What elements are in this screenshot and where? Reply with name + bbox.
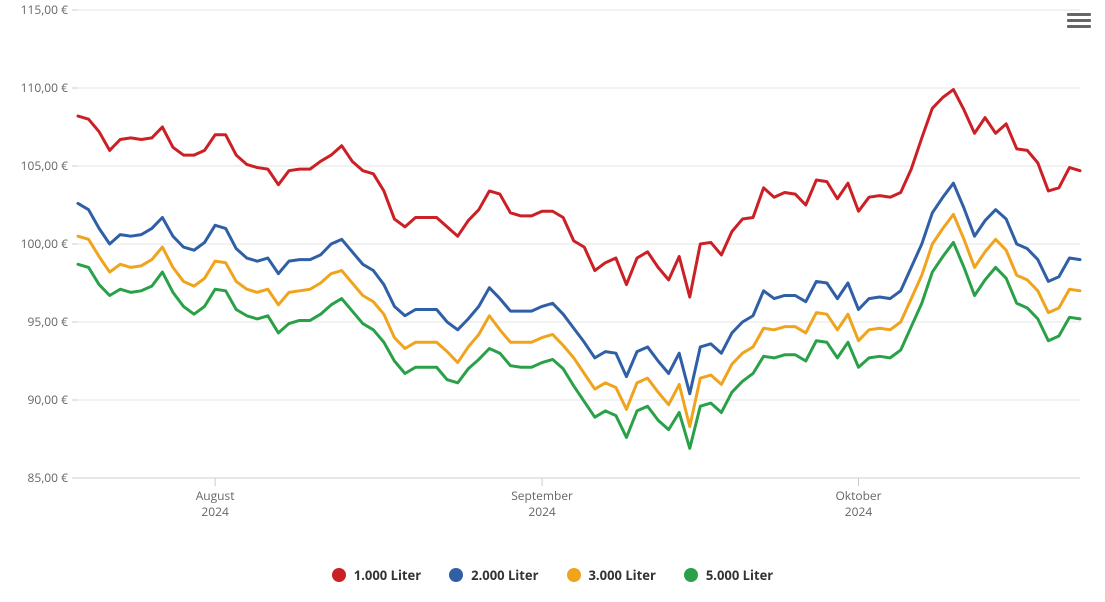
- legend-item[interactable]: 1.000 Liter: [332, 566, 421, 584]
- y-tick-label: 95,00 €: [27, 313, 68, 330]
- legend-swatch: [332, 568, 346, 582]
- legend-swatch: [567, 568, 581, 582]
- price-chart: 85,00 € 90,00 € 95,00 € 100,00 € 105,00 € 110…: [0, 0, 1105, 602]
- x-tick-year: 2024: [201, 503, 229, 520]
- legend-item[interactable]: 5.000 Liter: [684, 566, 773, 584]
- legend-label: 1.000 Liter: [354, 566, 421, 584]
- series-line: [78, 242, 1080, 448]
- legend-label: 2.000 Liter: [471, 566, 538, 584]
- x-tick-month: August: [196, 487, 235, 504]
- chart-menu-icon[interactable]: [1063, 6, 1095, 36]
- legend-label: 3.000 Liter: [589, 566, 656, 584]
- legend-label: 5.000 Liter: [706, 566, 773, 584]
- chart-canvas: 85,00 € 90,00 € 95,00 € 100,00 € 105,00 € 110…: [0, 0, 1105, 552]
- y-tick-label: 115,00 €: [21, 1, 69, 18]
- x-tick-month: September: [511, 487, 573, 504]
- legend-item[interactable]: 3.000 Liter: [567, 566, 656, 584]
- y-tick-label: 85,00 €: [27, 469, 68, 486]
- series-line: [78, 183, 1080, 394]
- x-tick-year: 2024: [845, 503, 873, 520]
- legend-item[interactable]: 2.000 Liter: [449, 566, 538, 584]
- y-tick-label: 90,00 €: [27, 391, 68, 408]
- legend: 1.000 Liter 2.000 Liter 3.000 Liter 5.000 L…: [0, 566, 1105, 584]
- x-tick-month: Oktober: [835, 487, 881, 504]
- y-tick-label: 105,00 €: [21, 157, 69, 174]
- y-tick-label: 110,00 €: [21, 79, 69, 96]
- x-tick-year: 2024: [528, 503, 556, 520]
- y-tick-label: 100,00 €: [21, 235, 69, 252]
- legend-swatch: [684, 568, 698, 582]
- legend-swatch: [449, 568, 463, 582]
